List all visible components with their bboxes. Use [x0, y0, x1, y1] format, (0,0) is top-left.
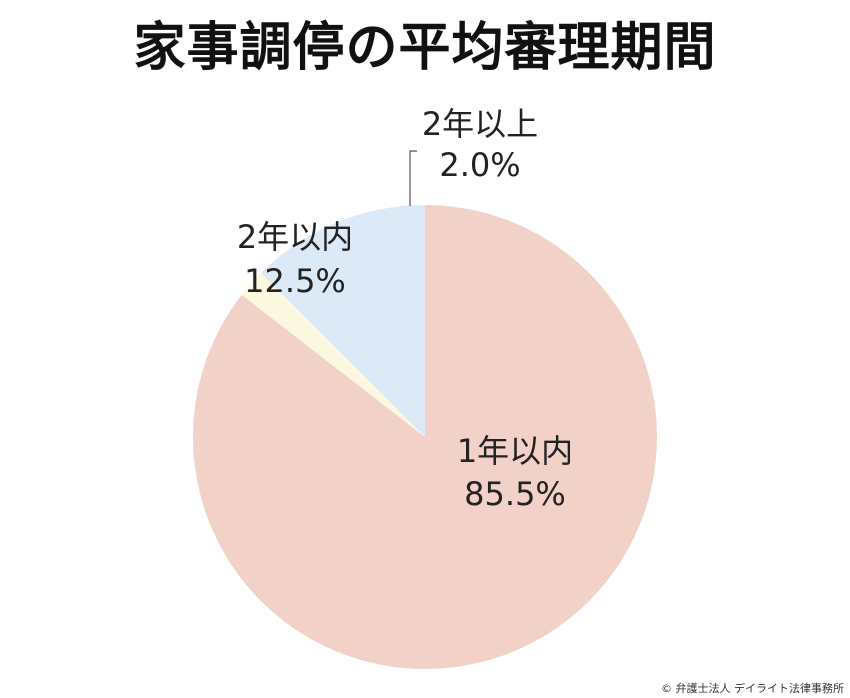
- slice-label-2: 2年以内: [237, 218, 353, 256]
- leader-lines: [409, 150, 417, 206]
- copyright-notice: © 弁護士法人 デイライト法律事務所: [661, 682, 844, 695]
- pie-slice-2: [260, 205, 425, 437]
- pie-slices: [192, 205, 657, 669]
- slice-label-3: 2年以上: [422, 105, 538, 143]
- slice-value-label-1: 85.5%: [464, 475, 566, 513]
- chart-title: 家事調停の平均審理期間: [133, 18, 717, 78]
- slice-value-label-3: 2.0%: [439, 146, 520, 184]
- leader-line-3: [409, 150, 417, 206]
- slice-label-1: 1年以内: [457, 432, 573, 470]
- slice-value-label-2: 12.5%: [244, 262, 346, 300]
- pie-slice-3: [241, 272, 425, 437]
